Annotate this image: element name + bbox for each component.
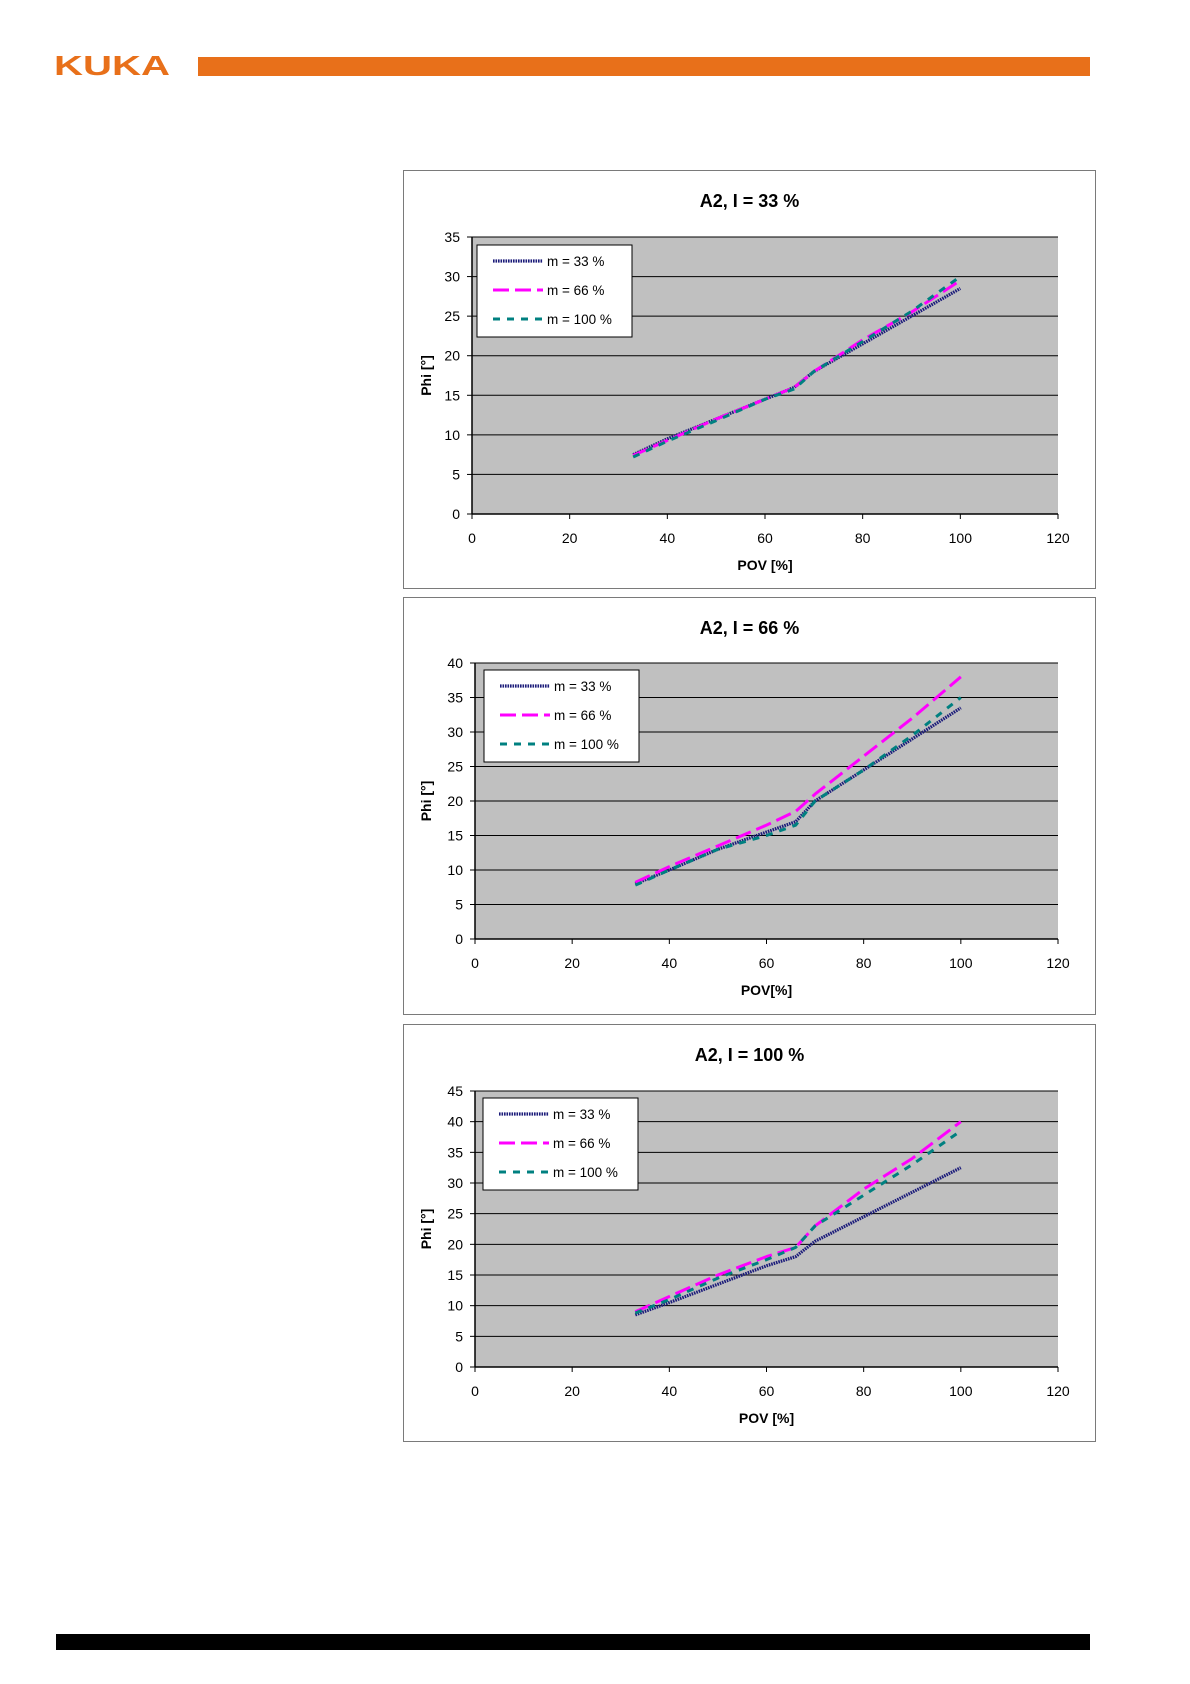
x-axis-label: POV [%]	[737, 557, 792, 573]
x-tick-label: 60	[759, 955, 775, 971]
y-tick-label: 5	[455, 1328, 463, 1344]
x-tick-label: 20	[562, 530, 578, 546]
chart-svg: A2, I = 100 % 0 5 10 15 20 25 30 35 40 45 0 20 40 60 80…	[418, 1045, 1070, 1426]
y-tick-label: 15	[447, 1267, 463, 1283]
y-tick-label: 15	[447, 828, 463, 844]
x-tick-label: 20	[564, 955, 580, 971]
x-tick-label: 0	[471, 955, 479, 971]
chart-title: A2, I = 33 %	[700, 191, 800, 211]
series-line-1	[634, 706, 962, 886]
series-line-3	[632, 275, 962, 459]
x-tick-label: 60	[759, 1383, 775, 1399]
series-line-3	[634, 1129, 962, 1315]
legend: m = 33 % m = 66 % m = 100 %	[476, 244, 633, 338]
y-axis-label: Phi [°]	[418, 781, 434, 822]
x-tick-label: 120	[1046, 530, 1070, 546]
legend: m = 33 % m = 66 % m = 100 %	[482, 1097, 639, 1191]
x-tick-label: 80	[856, 1383, 872, 1399]
y-tick-label: 45	[447, 1083, 463, 1099]
y-tick-label: 25	[444, 308, 460, 324]
legend-label: m = 66 %	[547, 283, 604, 298]
y-tick-label: 5	[452, 466, 460, 482]
y-tick-label: 0	[455, 931, 463, 947]
y-tick-label: 25	[447, 1206, 463, 1222]
y-tick-label: 15	[444, 387, 460, 403]
x-tick-label: 40	[662, 1383, 678, 1399]
series-line-3	[634, 696, 962, 887]
x-tick-label: 120	[1046, 1383, 1070, 1399]
legend-label: m = 100 %	[547, 312, 612, 327]
y-tick-label: 35	[447, 690, 463, 706]
legend-label: m = 100 %	[553, 1165, 618, 1180]
y-axis-label: Phi [°]	[418, 355, 434, 396]
x-tick-label: 40	[660, 530, 676, 546]
legend-label: m = 100 %	[554, 737, 619, 752]
y-tick-label: 40	[447, 1114, 463, 1130]
x-tick-label: 60	[757, 530, 773, 546]
y-tick-label: 35	[444, 229, 460, 245]
chart-svg: A2, I = 33 % 0 5 10 15 20 25 30 35 0 20 40 60 80 100 12…	[418, 191, 1070, 573]
legend-label: m = 66 %	[554, 708, 611, 723]
y-tick-label: 40	[447, 655, 463, 671]
x-tick-label: 80	[855, 530, 871, 546]
chart-title: A2, I = 66 %	[700, 618, 800, 638]
kuka-logo: KUKA	[54, 51, 170, 79]
y-tick-label: 0	[455, 1359, 463, 1375]
series-line-2	[634, 1120, 962, 1314]
y-tick-label: 10	[447, 862, 463, 878]
legend-label: m = 33 %	[553, 1107, 610, 1122]
x-tick-label: 40	[662, 955, 678, 971]
x-axis-label: POV [%]	[739, 1410, 794, 1426]
y-axis-label: Phi [°]	[418, 1209, 434, 1250]
legend-label: m = 66 %	[553, 1136, 610, 1151]
footer-bar	[56, 1634, 1090, 1650]
legend-label: m = 33 %	[547, 254, 604, 269]
x-tick-label: 100	[949, 1383, 973, 1399]
x-tick-label: 0	[471, 1383, 479, 1399]
chart-title: A2, I = 100 %	[695, 1045, 805, 1065]
x-tick-label: 100	[949, 955, 973, 971]
y-tick-label: 20	[444, 348, 460, 364]
y-tick-label: 20	[447, 793, 463, 809]
x-tick-label: 0	[468, 530, 476, 546]
x-axis-label: POV[%]	[741, 982, 792, 998]
x-tick-label: 80	[856, 955, 872, 971]
y-tick-label: 10	[444, 427, 460, 443]
y-tick-label: 30	[447, 724, 463, 740]
x-tick-label: 100	[949, 530, 973, 546]
header-accent-bar	[198, 57, 1090, 76]
legend-label: m = 33 %	[554, 679, 611, 694]
y-tick-label: 5	[455, 897, 463, 913]
x-tick-label: 20	[564, 1383, 580, 1399]
chart-a2-i33: A2, I = 33 % 0 5 10 15 20 25 30 35 0 20 40 60 80 100 12…	[403, 170, 1096, 589]
legend: m = 33 % m = 66 % m = 100 %	[483, 669, 640, 763]
chart-a2-i100: A2, I = 100 % 0 5 10 15 20 25 30 35 40 45 0 20 40 60 80…	[403, 1024, 1096, 1442]
y-tick-label: 10	[447, 1298, 463, 1314]
y-tick-label: 0	[452, 506, 460, 522]
series-line-1	[634, 1166, 962, 1317]
x-tick-label: 120	[1046, 955, 1070, 971]
logo-text: KUKA	[54, 51, 170, 79]
y-tick-label: 35	[447, 1144, 463, 1160]
y-tick-label: 30	[444, 269, 460, 285]
y-tick-label: 30	[447, 1175, 463, 1191]
y-tick-label: 25	[447, 759, 463, 775]
chart-a2-i66: A2, I = 66 % 0 5 10 15 20 25 30 35 40 0 20 40 60 80 100…	[403, 597, 1096, 1015]
y-tick-label: 20	[447, 1236, 463, 1252]
series-line-2	[634, 675, 962, 884]
chart-svg: A2, I = 66 % 0 5 10 15 20 25 30 35 40 0 20 40 60 80 100…	[418, 618, 1070, 998]
